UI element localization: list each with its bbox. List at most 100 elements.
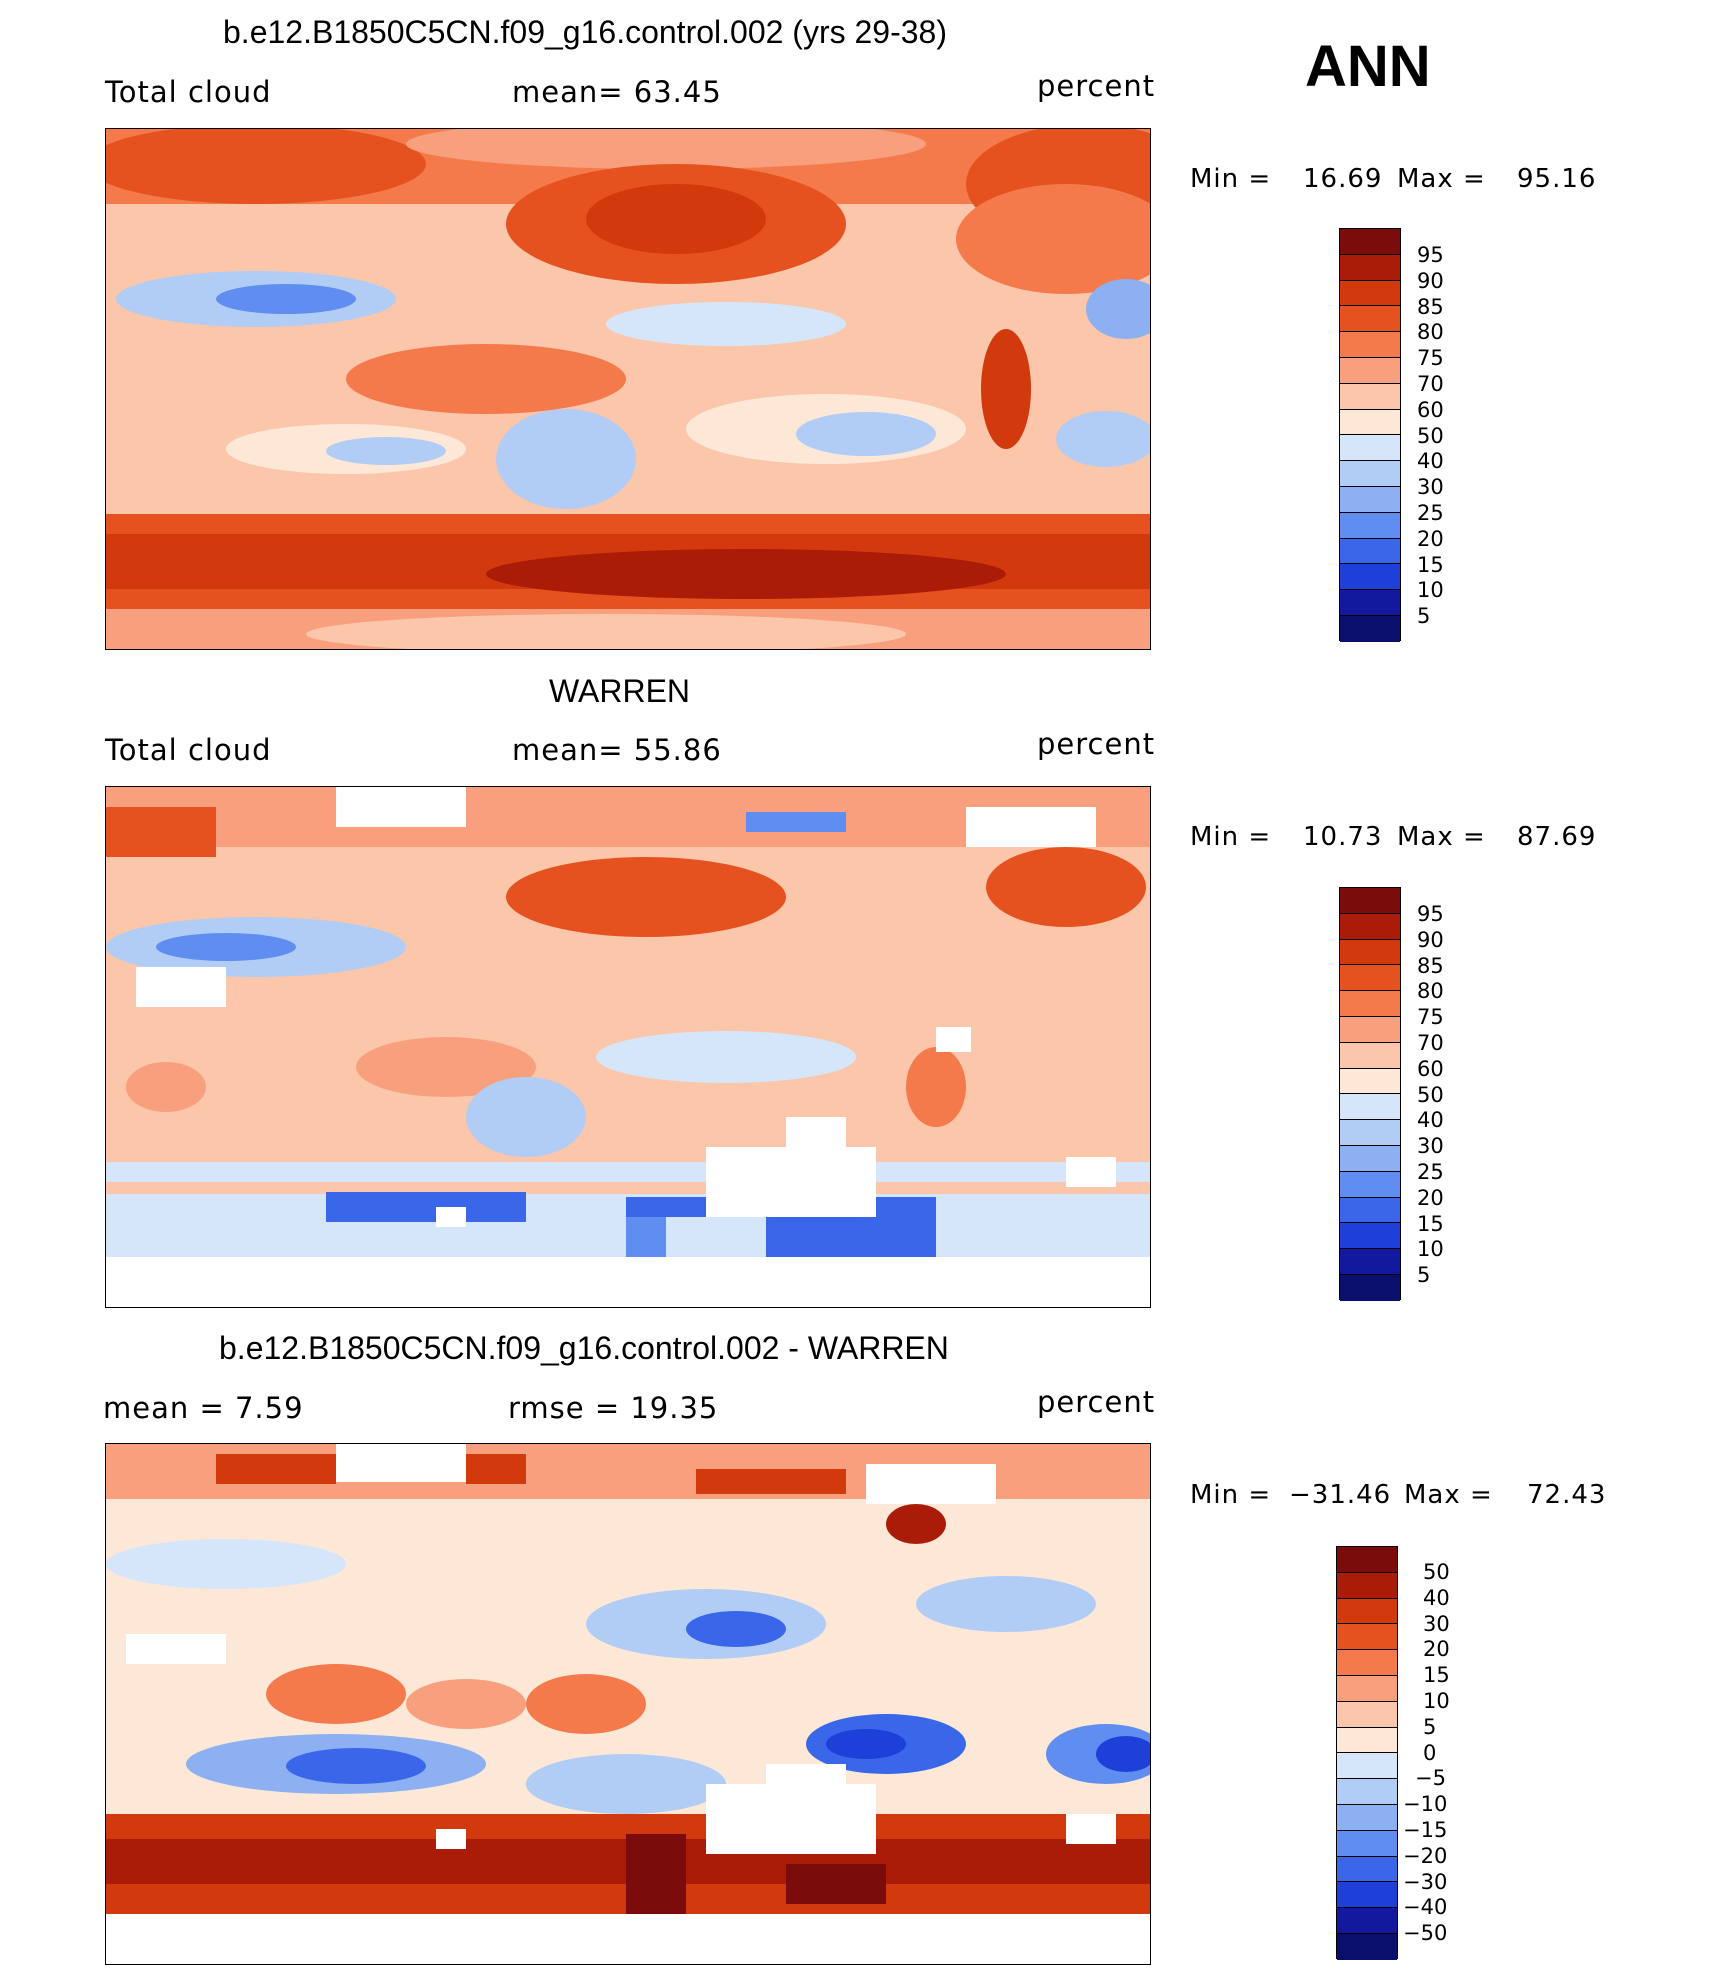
panel-2-units-label: percent	[1037, 727, 1156, 761]
colorbar-swatch	[1340, 564, 1400, 591]
panel-1-colorbar	[1339, 228, 1401, 642]
panel-1-map	[105, 128, 1151, 650]
panel-2-variable-label: Total cloud	[105, 733, 272, 767]
colorbar-tick-label: 50	[1423, 1560, 1450, 1584]
panel-3-min-label: Min =	[1190, 1480, 1272, 1510]
season-label: ANN	[1305, 34, 1431, 99]
colorbar-tick-label: 30	[1417, 1134, 1444, 1158]
colorbar-swatch	[1337, 1753, 1397, 1780]
panel-3-units-label: percent	[1037, 1385, 1156, 1419]
colorbar-swatch	[1337, 1572, 1397, 1599]
colorbar-tick-label: 0	[1423, 1741, 1437, 1765]
panel-3-title: b.e12.B1850C5CN.f09_g16.control.002 - WA…	[219, 1330, 949, 1366]
colorbar-swatch	[1340, 888, 1400, 914]
colorbar-tick-label: 20	[1417, 527, 1444, 551]
colorbar-tick-label: −5	[1415, 1766, 1446, 1790]
panel-2-mean-label: mean= 55.86	[512, 733, 722, 767]
colorbar-swatch	[1337, 1598, 1397, 1625]
colorbar-swatch	[1337, 1882, 1397, 1909]
panel-1-min-label: Min =	[1190, 164, 1272, 194]
colorbar-swatch	[1340, 409, 1400, 436]
colorbar-swatch	[1340, 229, 1400, 255]
colorbar-swatch	[1340, 1197, 1400, 1224]
panel-3-map-graphic	[106, 1444, 1150, 1964]
colorbar-tick-label: 75	[1417, 1005, 1444, 1029]
colorbar-swatch	[1340, 332, 1400, 358]
panel-2-map-graphic	[106, 787, 1150, 1307]
colorbar-swatch	[1340, 357, 1400, 384]
colorbar-swatch	[1337, 1908, 1397, 1934]
colorbar-swatch	[1337, 1727, 1397, 1754]
colorbar-tick-label: 90	[1417, 269, 1444, 293]
colorbar-swatch	[1337, 1830, 1397, 1857]
colorbar-swatch	[1340, 1249, 1400, 1275]
colorbar-tick-label: 40	[1417, 449, 1444, 473]
colorbar-tick-label: 80	[1417, 320, 1444, 344]
colorbar-swatch	[1340, 1042, 1400, 1069]
colorbar-tick-label: 95	[1417, 902, 1444, 926]
colorbar-swatch	[1340, 306, 1400, 333]
panel-3-mean-label: mean = 7.59	[103, 1391, 304, 1425]
colorbar-tick-label: 75	[1417, 346, 1444, 370]
colorbar-swatch	[1340, 435, 1400, 462]
colorbar-tick-label: −30	[1403, 1870, 1448, 1894]
colorbar-swatch	[1337, 1675, 1397, 1702]
colorbar-tick-label: 70	[1417, 372, 1444, 396]
panel-2-min-label: Min =	[1190, 822, 1272, 852]
colorbar-swatch	[1337, 1624, 1397, 1651]
colorbar-tick-label: −10	[1403, 1792, 1448, 1816]
colorbar-tick-label: 20	[1417, 1186, 1444, 1210]
panel-2-map	[105, 786, 1151, 1308]
colorbar-tick-label: 15	[1423, 1663, 1450, 1687]
colorbar-swatch	[1340, 590, 1400, 616]
colorbar-swatch	[1340, 1171, 1400, 1198]
colorbar-swatch	[1340, 1274, 1400, 1301]
panel-2-title: WARREN	[549, 673, 691, 709]
colorbar-tick-label: 20	[1423, 1637, 1450, 1661]
panel-3-colorbar	[1336, 1546, 1398, 1960]
panel-1-max-label: Max =	[1397, 164, 1486, 194]
colorbar-tick-label: 40	[1417, 1108, 1444, 1132]
colorbar-swatch	[1340, 486, 1400, 513]
colorbar-swatch	[1340, 1120, 1400, 1146]
panel-1-min-value: 16.69	[1303, 164, 1383, 194]
colorbar-tick-label: 85	[1417, 954, 1444, 978]
colorbar-tick-label: 85	[1417, 295, 1444, 319]
colorbar-swatch	[1337, 1856, 1397, 1883]
colorbar-tick-label: 5	[1417, 604, 1431, 628]
colorbar-swatch	[1337, 1547, 1397, 1573]
panel-3-min-value: −31.46	[1289, 1480, 1392, 1510]
colorbar-tick-label: 40	[1423, 1586, 1450, 1610]
colorbar-tick-label: 80	[1417, 979, 1444, 1003]
colorbar-tick-label: 5	[1417, 1263, 1431, 1287]
panel-3-max-value: 72.43	[1527, 1480, 1607, 1510]
panel-1-title: b.e12.B1850C5CN.f09_g16.control.002 (yrs…	[223, 14, 947, 50]
colorbar-tick-label: 30	[1417, 475, 1444, 499]
colorbar-swatch	[1340, 538, 1400, 565]
colorbar-tick-label: 95	[1417, 243, 1444, 267]
panel-2-max-value: 87.69	[1517, 822, 1597, 852]
colorbar-tick-label: 50	[1417, 424, 1444, 448]
colorbar-swatch	[1340, 913, 1400, 940]
colorbar-tick-label: 10	[1417, 578, 1444, 602]
panel-3-rmse-label: rmse = 19.35	[508, 1391, 719, 1425]
colorbar-tick-label: 25	[1417, 501, 1444, 525]
panel-2-min-value: 10.73	[1303, 822, 1383, 852]
colorbar-swatch	[1337, 1933, 1397, 1960]
colorbar-tick-label: 15	[1417, 1212, 1444, 1236]
panel-3-map	[105, 1443, 1151, 1965]
colorbar-swatch	[1337, 1779, 1397, 1805]
panel-1-max-value: 95.16	[1517, 164, 1597, 194]
colorbar-swatch	[1340, 1094, 1400, 1121]
colorbar-swatch	[1340, 1016, 1400, 1043]
panel-1-mean-label: mean= 63.45	[512, 75, 722, 109]
colorbar-swatch	[1340, 280, 1400, 307]
colorbar-tick-label: 15	[1417, 553, 1444, 577]
colorbar-swatch	[1340, 254, 1400, 281]
colorbar-swatch	[1337, 1701, 1397, 1728]
colorbar-tick-label: 5	[1423, 1715, 1437, 1739]
colorbar-tick-label: 10	[1417, 1237, 1444, 1261]
colorbar-swatch	[1340, 1068, 1400, 1095]
colorbar-tick-label: −40	[1403, 1895, 1448, 1919]
panel-2-colorbar	[1339, 887, 1401, 1301]
